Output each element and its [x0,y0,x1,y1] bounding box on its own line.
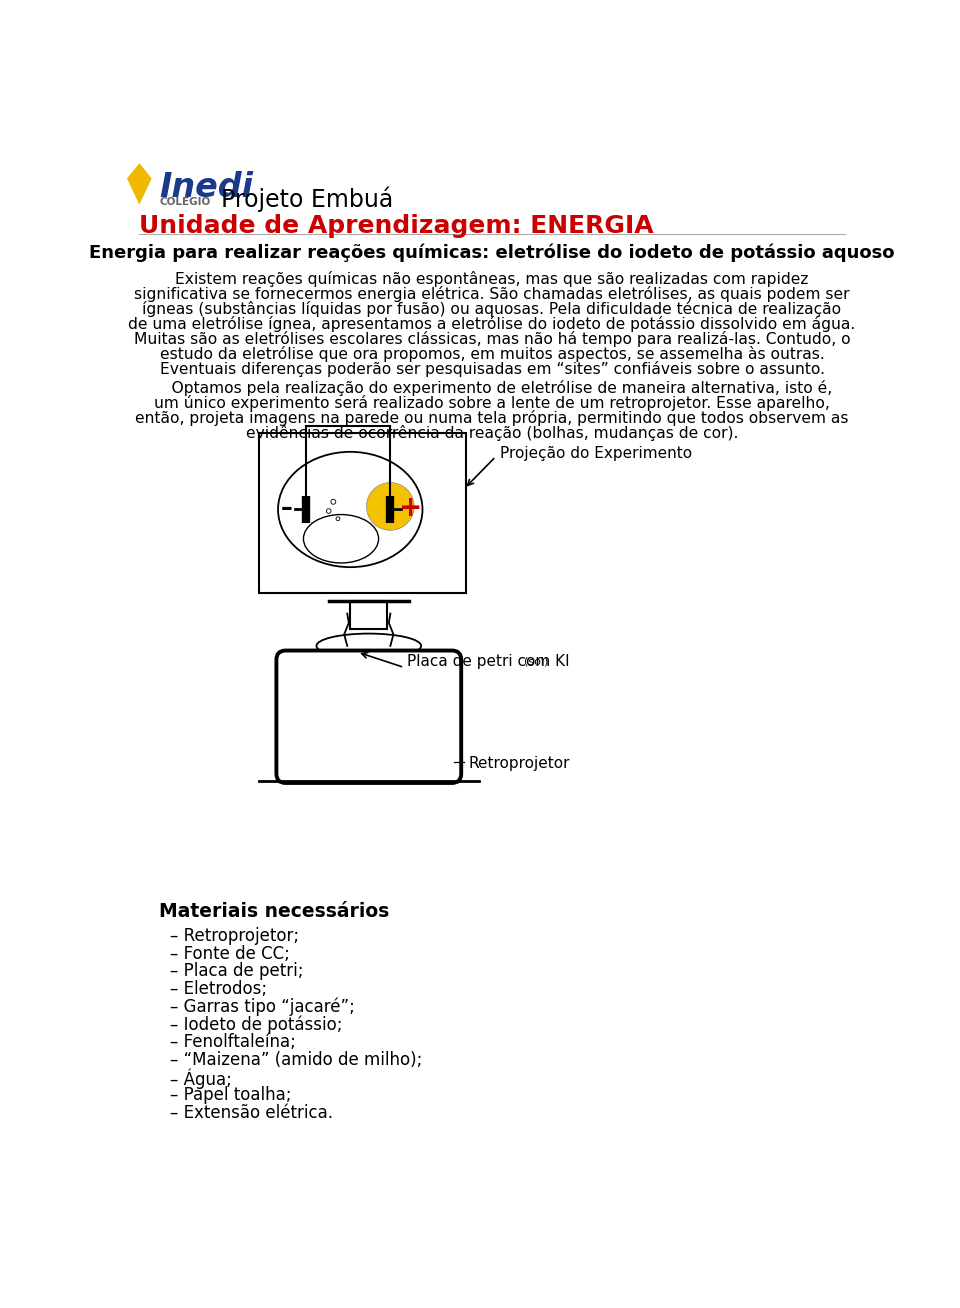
Bar [259,433,466,593]
Circle shape [326,509,331,513]
Text: evidências de ocorrência da reação (bolhas, mudanças de cor).: evidências de ocorrência da reação (bolh… [246,425,738,441]
Text: – Iodeto de potássio;: – Iodeto de potássio; [170,1015,343,1035]
Text: ígneas (substâncias líquidas por fusão) ou aquosas. Pela dificuldade técnica de : ígneas (substâncias líquidas por fusão) … [142,301,842,317]
Text: Optamos pela realização do experimento de eletrólise de maneira alternativa, ist: Optamos pela realização do experimento d… [152,381,832,396]
Text: – Retroprojetor;: – Retroprojetor; [170,927,300,944]
Circle shape [336,517,340,521]
Bar [350,602,387,629]
Text: (sol): (sol) [524,657,549,667]
Text: Projeto Embuá: Projeto Embuá [221,186,394,212]
Text: Energia para realizar reações químicas: eletrólise do iodeto de potássio aquoso: Energia para realizar reações químicas: … [89,243,895,262]
Text: – Fenolftaleína;: – Fenolftaleína; [170,1033,296,1052]
Text: Unidade de Aprendizagem: ENERGIA: Unidade de Aprendizagem: ENERGIA [139,215,654,238]
Text: – Eletrodos;: – Eletrodos; [170,980,267,998]
Text: – Água;: – Água; [170,1069,232,1090]
Text: de uma eletrólise ígnea, apresentamos a eletrólise do iodeto de potássio dissolv: de uma eletrólise ígnea, apresentamos a … [129,317,855,332]
Text: – Extensão elétrica.: – Extensão elétrica. [170,1104,333,1122]
Text: Retroprojetor: Retroprojetor [468,756,570,770]
Text: um único experimento será realizado sobre a lente de um retroprojetor. Esse apar: um único experimento será realizado sobr… [154,395,830,411]
Text: Inedi: Inedi [159,171,253,204]
Text: Existem reações químicas não espontâneas, mas que são realizadas com rapidez: Existem reações químicas não espontâneas… [176,271,808,286]
Text: Projeção do Experimento: Projeção do Experimento [500,446,692,460]
Ellipse shape [317,633,421,658]
Text: +: + [398,494,422,522]
Text: Materiais necessários: Materiais necessários [159,903,390,921]
Text: Eventuais diferenças poderão ser pesquisadas em “sites” confiáveis sobre o assun: Eventuais diferenças poderão ser pesquis… [159,361,825,377]
Text: estudo da eletrólise que ora propomos, em muitos aspectos, se assemelha às outra: estudo da eletrólise que ora propomos, e… [159,347,825,362]
Text: – “Maizena” (amido de milho);: – “Maizena” (amido de milho); [170,1050,422,1069]
Text: Muitas são as eletrólises escolares clássicas, mas não há tempo para realizá-las: Muitas são as eletrólises escolares clás… [133,331,851,347]
Circle shape [367,483,414,530]
Ellipse shape [303,514,378,562]
FancyBboxPatch shape [276,650,461,783]
Text: COLÉGIO: COLÉGIO [159,198,210,207]
Text: – Papel toalha;: – Papel toalha; [170,1087,292,1104]
Text: –: – [281,496,293,521]
Text: – Garras tipo “jacaré”;: – Garras tipo “jacaré”; [170,998,355,1016]
Text: então, projeta imagens na parede ou numa tela própria, permitindo que todos obse: então, projeta imagens na parede ou numa… [135,411,849,426]
Text: – Fonte de CC;: – Fonte de CC; [170,944,290,963]
Circle shape [331,500,336,505]
Text: Placa de petri com KI: Placa de petri com KI [407,654,570,668]
Ellipse shape [278,451,422,568]
Polygon shape [127,164,152,204]
Text: significativa se fornecermos energia elétrica. São chamadas eletrólises, as quai: significativa se fornecermos energia elé… [134,286,850,302]
Text: – Placa de petri;: – Placa de petri; [170,963,303,981]
